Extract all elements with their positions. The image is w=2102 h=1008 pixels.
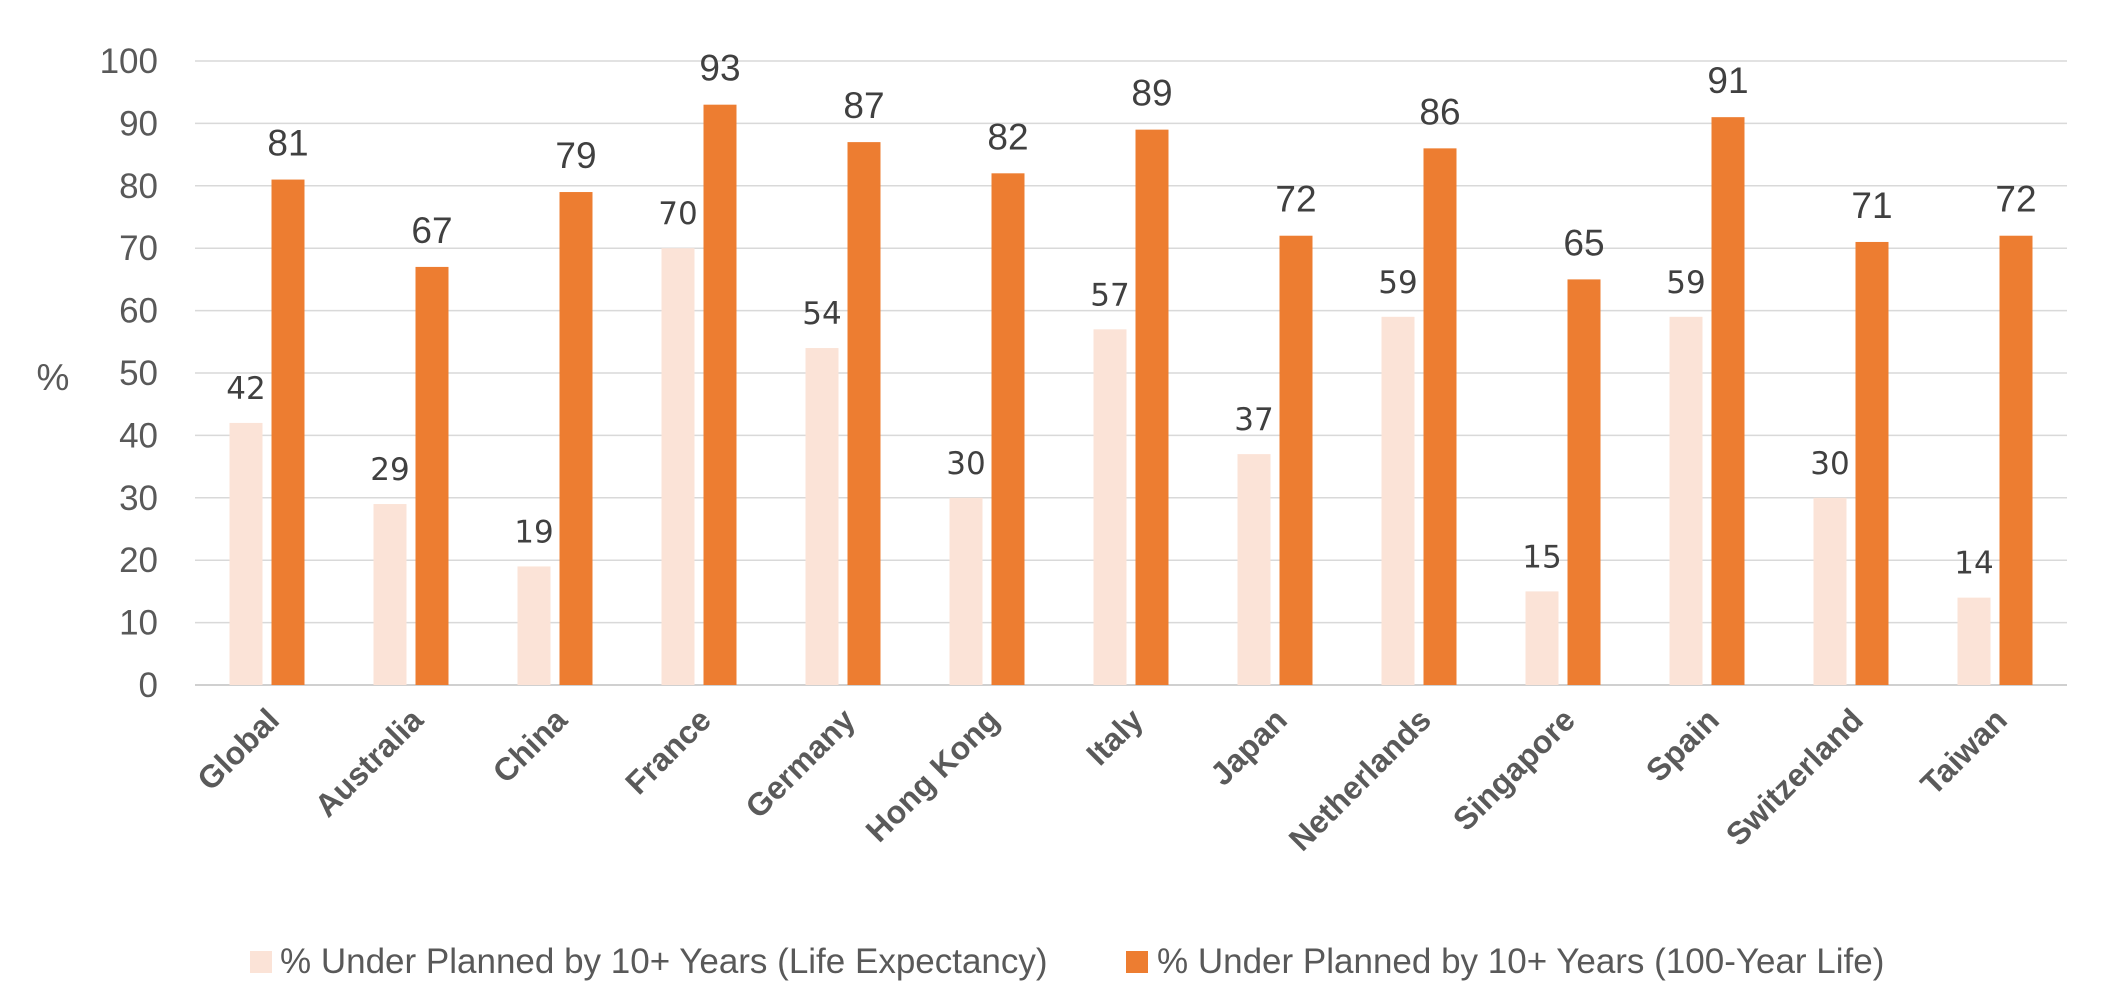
- bar-life-expectancy-australia: [373, 504, 407, 685]
- data-label: 14: [1954, 546, 1993, 582]
- bar-life-expectancy-switzerland: [1813, 497, 1847, 685]
- bar-100-year-life-taiwan: [1999, 235, 2033, 685]
- y-tick-label: 10: [119, 604, 158, 643]
- y-tick-label: 90: [119, 104, 158, 143]
- legend-swatch-100-year-life: [1126, 951, 1148, 973]
- data-label: 67: [411, 210, 452, 251]
- bar-100-year-life-hong-kong: [991, 173, 1025, 685]
- x-tick-label: Spain: [1639, 701, 1726, 788]
- x-tick-label: Switzerland: [1719, 701, 1870, 852]
- bar-life-expectancy-taiwan: [1957, 597, 1991, 685]
- bar-100-year-life-switzerland: [1855, 241, 1889, 685]
- legend-label-life-expectancy: % Under Planned by 10+ Years (Life Expec…: [280, 942, 1048, 981]
- data-label: 81: [267, 123, 308, 164]
- x-tick-label: Germany: [738, 701, 862, 825]
- bar-100-year-life-italy: [1135, 129, 1169, 685]
- y-tick-label: 100: [100, 42, 158, 81]
- y-tick-label: 20: [119, 541, 158, 580]
- y-tick-label: 0: [139, 666, 158, 705]
- data-label: 19: [514, 514, 553, 550]
- data-label: 42: [226, 371, 265, 407]
- bar-100-year-life-australia: [415, 266, 449, 685]
- x-tick-label: Global: [190, 701, 286, 797]
- bar-100-year-life-germany: [847, 142, 881, 685]
- bar-life-expectancy-singapore: [1525, 591, 1559, 685]
- x-tick-label: Italy: [1079, 701, 1150, 772]
- bar-life-expectancy-italy: [1093, 329, 1127, 685]
- y-tick-label: 40: [119, 416, 158, 455]
- x-tick-label: China: [486, 701, 574, 789]
- data-label: 59: [1666, 265, 1705, 301]
- bar-100-year-life-singapore: [1567, 279, 1601, 685]
- bar-life-expectancy-germany: [805, 348, 839, 685]
- data-label: 54: [802, 296, 841, 332]
- data-label: 72: [1995, 179, 2036, 220]
- data-label: 91: [1707, 60, 1748, 101]
- bar-life-expectancy-spain: [1669, 316, 1703, 685]
- bar-life-expectancy-netherlands: [1381, 316, 1415, 685]
- x-tick-label: Australia: [308, 701, 430, 823]
- bar-life-expectancy-japan: [1237, 454, 1271, 685]
- x-tick-label: Taiwan: [1913, 701, 2013, 801]
- x-tick-label: France: [618, 701, 718, 801]
- data-label: 72: [1275, 179, 1316, 220]
- legend-swatch-life-expectancy: [250, 951, 272, 973]
- data-label: 87: [843, 85, 884, 126]
- data-label: 79: [555, 135, 596, 176]
- bar-life-expectancy-france: [661, 248, 695, 685]
- data-label: 89: [1131, 73, 1172, 114]
- data-label: 93: [699, 48, 740, 89]
- x-tick-label: Hong Kong: [859, 701, 1006, 848]
- bar-life-expectancy-hong-kong: [949, 497, 983, 685]
- data-label: 82: [987, 116, 1028, 157]
- legend-label-100-year-life: % Under Planned by 10+ Years (100-Year L…: [1157, 942, 1884, 981]
- bar-100-year-life-spain: [1711, 117, 1745, 685]
- bar-100-year-life-japan: [1279, 235, 1313, 685]
- data-label: 65: [1563, 222, 1604, 263]
- bar-life-expectancy-global: [229, 422, 263, 685]
- y-axis-title: %: [37, 357, 70, 398]
- gridlines: [195, 60, 2067, 686]
- y-tick-label: 50: [119, 354, 158, 393]
- data-label: 29: [370, 452, 409, 488]
- data-label: 30: [946, 446, 985, 482]
- data-label: 59: [1378, 265, 1417, 301]
- y-tick-label: 80: [119, 167, 158, 206]
- y-tick-label: 70: [119, 229, 158, 268]
- bar-100-year-life-netherlands: [1423, 148, 1457, 686]
- data-labels: 42 81 29 67 19 79 70 93 54 87 30 82 57 89 37 72 59 86 15 65…: [226, 48, 2036, 582]
- bar-100-year-life-china: [559, 192, 593, 686]
- legend: % Under Planned by 10+ Years (Life Expec…: [250, 942, 1884, 981]
- data-label: 71: [1851, 185, 1892, 226]
- data-label: 70: [658, 196, 697, 232]
- x-tick-label: Netherlands: [1282, 701, 1438, 857]
- bars: [229, 104, 2033, 686]
- bar-100-year-life-france: [703, 104, 737, 686]
- x-tick-label: Japan: [1203, 701, 1294, 792]
- y-axis: % 0 10 20 30 40 50 60 70 80 90 100: [37, 42, 158, 705]
- data-label: 57: [1090, 277, 1129, 313]
- y-tick-label: 60: [119, 292, 158, 331]
- data-label: 15: [1522, 539, 1561, 575]
- x-tick-label: Singapore: [1446, 701, 1582, 837]
- data-label: 30: [1810, 446, 1849, 482]
- y-tick-label: 30: [119, 479, 158, 518]
- data-label: 86: [1419, 91, 1460, 132]
- bar-100-year-life-global: [271, 179, 305, 685]
- bar-life-expectancy-china: [517, 566, 551, 685]
- data-label: 37: [1234, 402, 1273, 438]
